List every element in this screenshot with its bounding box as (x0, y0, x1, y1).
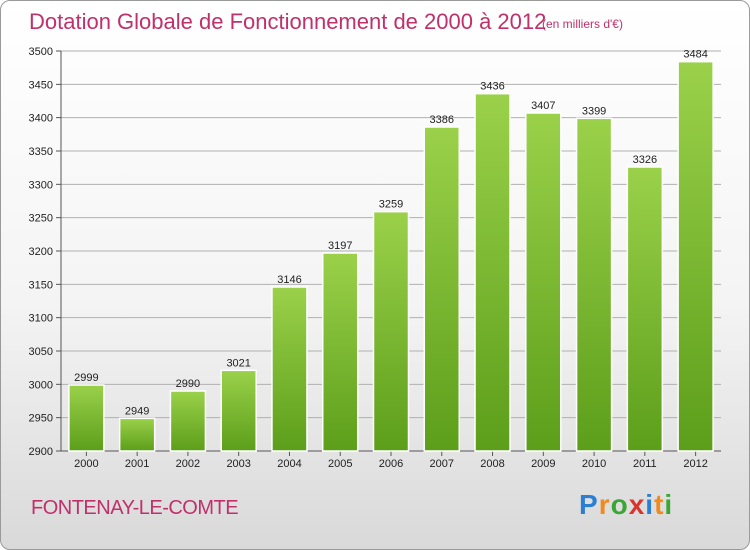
x-tick-label-2001: 2001 (125, 458, 149, 470)
commune-name: FONTENAY-LE-COMTE (31, 497, 239, 519)
bar-2008 (474, 92, 511, 452)
bars (68, 60, 714, 452)
data-label-2000: 2999 (74, 372, 98, 384)
data-label-2008: 3436 (480, 81, 504, 93)
data-label-2003: 3021 (226, 357, 250, 369)
x-tick-label-2006: 2006 (379, 458, 403, 470)
y-tick-label: 3250 (29, 213, 53, 225)
logo-letter: i (645, 489, 655, 520)
y-tick-label: 2900 (29, 446, 53, 458)
y-tick-label: 3100 (29, 313, 53, 325)
x-tick-label-2002: 2002 (176, 458, 200, 470)
x-tick-label-2000: 2000 (74, 458, 98, 470)
y-tick-label: 3200 (29, 246, 53, 258)
labels: 2999 2949 2990 3021 3146 3197 3259 3386 3436 3407… (74, 49, 708, 418)
x-tick-label-2010: 2010 (582, 458, 606, 470)
bar-2012 (677, 60, 714, 452)
data-label-2005: 3197 (328, 240, 352, 252)
y-tick-label: 3150 (29, 279, 53, 291)
logo-letter: i (664, 489, 674, 520)
bar-2010 (575, 117, 613, 452)
x-tick-label-2004: 2004 (277, 458, 301, 470)
bar-2000 (68, 384, 105, 452)
x-tick-label-2011: 2011 (633, 458, 657, 470)
axes: 2900 2950 3000 3050 3100 3150 3200 3250 3300 3350… (29, 46, 721, 470)
data-label-2004: 3146 (277, 274, 301, 286)
logo-letter: t (654, 489, 665, 520)
data-label-2012: 3484 (683, 49, 707, 61)
y-tick-label: 3450 (29, 79, 53, 91)
y-tick-label: 3000 (29, 379, 53, 391)
x-tick-label-2005: 2005 (328, 458, 352, 470)
data-label-2006: 3259 (379, 199, 403, 211)
x-tick-label-2003: 2003 (226, 458, 250, 470)
y-tick-label: 3350 (29, 146, 53, 158)
logo-letter: x (628, 489, 646, 520)
y-tick-label: 3300 (29, 179, 53, 191)
data-label-2010: 3399 (582, 105, 606, 117)
bar-2009 (525, 112, 562, 452)
x-tick-label-2012: 2012 (683, 458, 707, 470)
data-label-2007: 3386 (430, 114, 454, 126)
logo-letter: r (598, 489, 611, 520)
y-tick-label: 3400 (29, 113, 53, 125)
y-tick-label: 3050 (29, 346, 53, 358)
bar-2003 (220, 369, 257, 452)
bar-2002 (169, 390, 207, 452)
bar-2001 (118, 417, 156, 452)
data-label-2002: 2990 (176, 378, 200, 390)
bar-2004 (271, 286, 308, 452)
x-tick-label-2007: 2007 (430, 458, 454, 470)
chart-title: Dotation Globale de Fonctionnement de 20… (29, 9, 547, 34)
chart-unit: (en milliers d'€) (542, 17, 623, 31)
x-tick-label-2008: 2008 (480, 458, 504, 470)
data-label-2011: 3326 (633, 154, 657, 166)
logo-letter: P (579, 489, 599, 520)
data-label-2001: 2949 (125, 405, 149, 417)
data-label-2009: 3407 (531, 100, 555, 112)
bar-2011 (626, 166, 664, 452)
y-tick-label: 3500 (29, 46, 53, 58)
y-tick-label: 2950 (29, 413, 53, 425)
x-tick-label-2009: 2009 (531, 458, 555, 470)
bar-2006 (372, 210, 410, 452)
proxiti-logo: Proxiti (579, 489, 673, 521)
bar-2007 (423, 126, 461, 452)
bar-2005 (321, 252, 359, 452)
logo-letter: o (610, 489, 629, 520)
